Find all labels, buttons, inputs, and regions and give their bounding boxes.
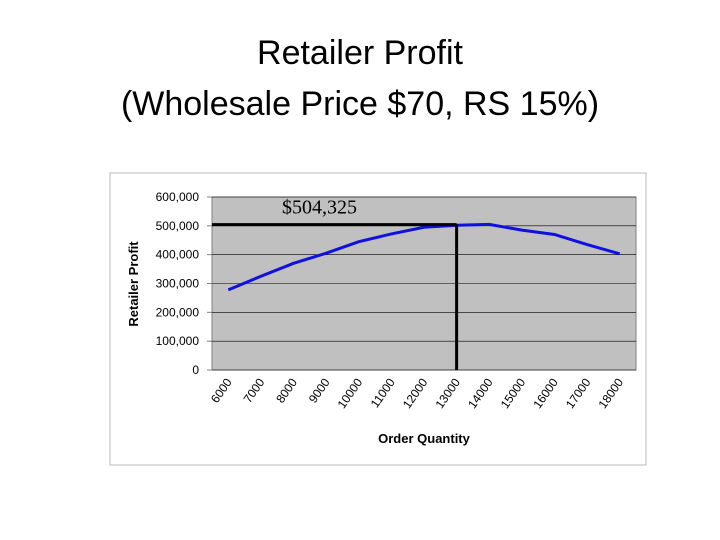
- line-series: [227, 222, 621, 292]
- annotation-label: $504,325: [282, 197, 357, 219]
- chart-title: Retailer Profit: [257, 34, 464, 72]
- y-axis-title: Retailer Profit: [126, 241, 141, 327]
- y-tick-label: 300,000: [156, 277, 200, 291]
- y-tick-label: 0: [192, 363, 199, 377]
- y-tick-label: 500,000: [156, 219, 200, 233]
- y-tick-label: 400,000: [156, 248, 200, 262]
- y-tick-label: 100,000: [156, 334, 200, 348]
- chart-subtitle: (Wholesale Price $70, RS 15%): [121, 85, 599, 123]
- y-tick-label: 600,000: [156, 190, 200, 204]
- x-axis-title: Order Quantity: [378, 431, 471, 446]
- y-tick-label: 200,000: [156, 305, 200, 319]
